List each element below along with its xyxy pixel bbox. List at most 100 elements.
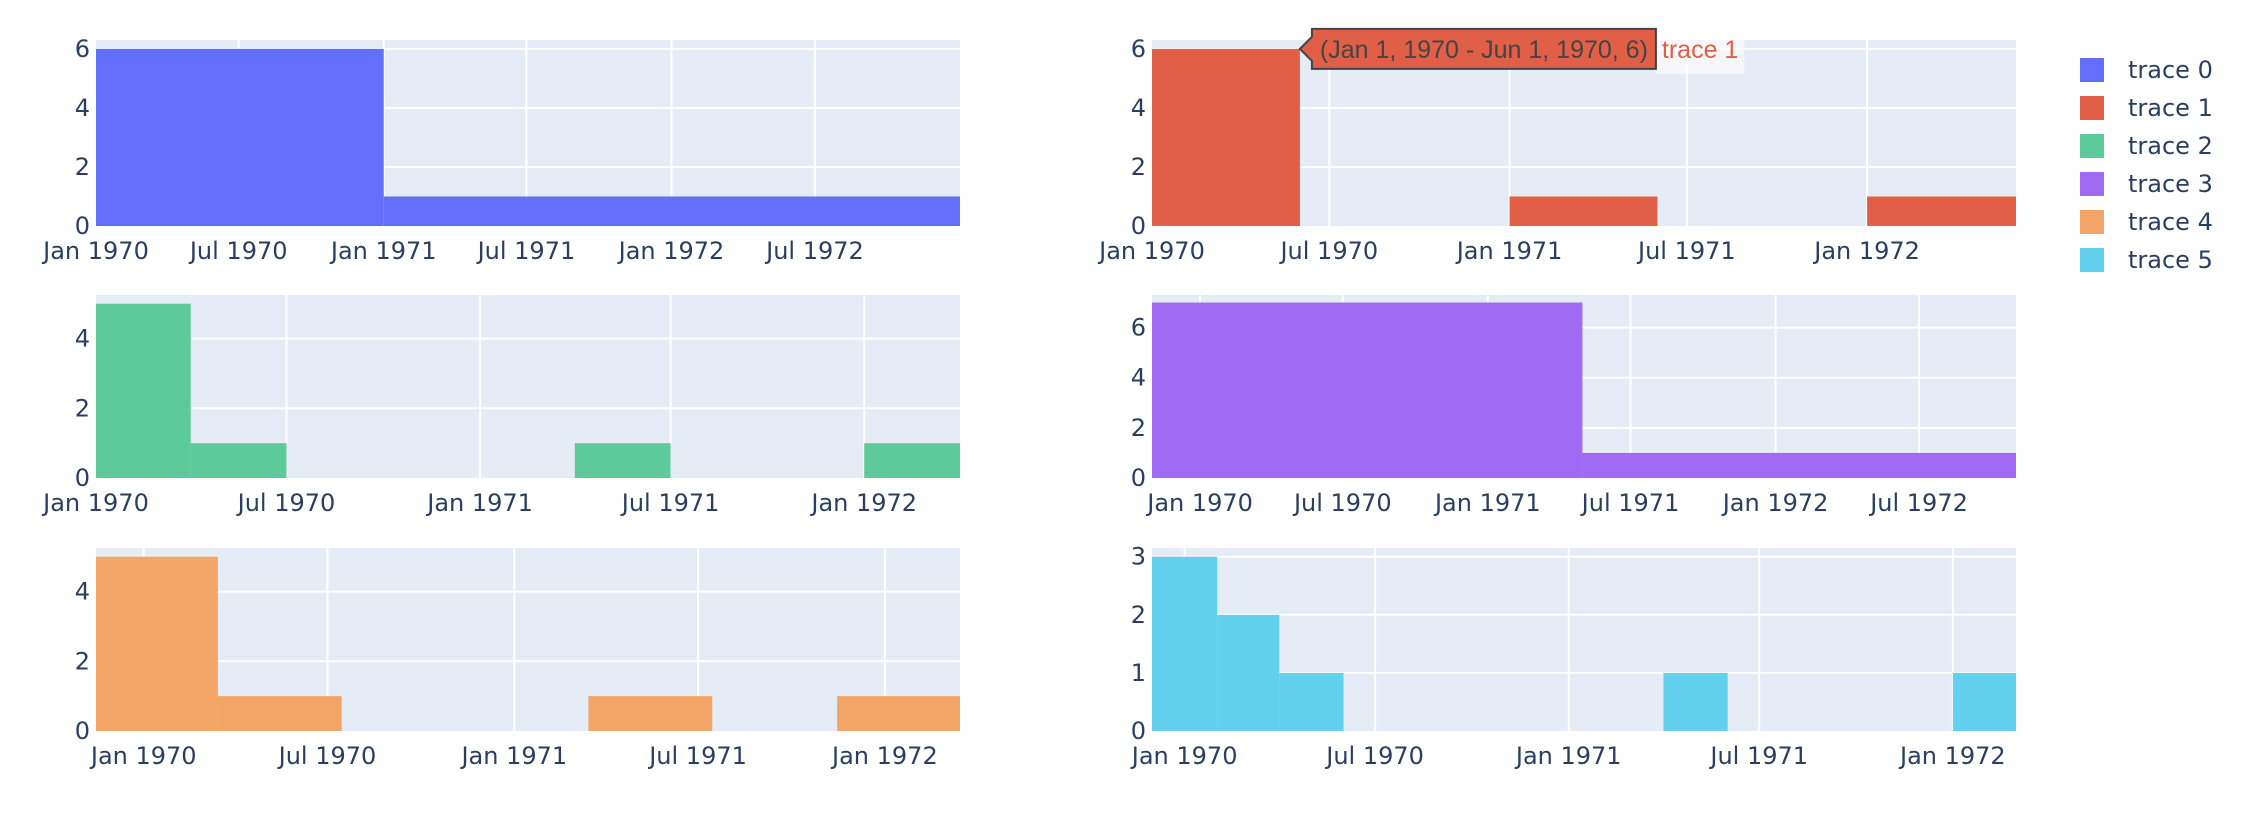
y-tick-label: 0 — [75, 717, 90, 745]
histogram-bar[interactable] — [1952, 672, 2016, 731]
x-tick-label: Jan 1971 — [1455, 237, 1563, 265]
x-tick-label: Jan 1970 — [41, 237, 149, 265]
y-tick-label: 6 — [75, 35, 90, 63]
x-tick-label: Jan 1970 — [1145, 489, 1253, 517]
y-tick-label: 2 — [75, 394, 90, 422]
legend-label: trace 2 — [2128, 132, 2213, 160]
y-tick-label: 0 — [1131, 212, 1146, 240]
histogram-bar[interactable] — [190, 443, 287, 478]
subplot-0: 0 2 4 6 Jan 1970 Jul 1970 Jan 1971 Jul 1971 Jan … — [41, 35, 961, 265]
y-tick-label: 4 — [1131, 364, 1146, 392]
subplot-5: 0 1 2 3 Jan 1970 Jul 1970 Jan 1971 Jul 1971 Jan … — [1130, 543, 2016, 770]
histogram-bar[interactable] — [1582, 452, 2016, 478]
x-tick-label: Jul 1972 — [1868, 489, 1968, 517]
y-tick-label: 2 — [1131, 601, 1146, 629]
subplot-2: 0 2 4 Jan 1970 Jul 1970 Jan 1971 Jul 1971 Jan 1… — [41, 295, 960, 517]
histogram-bar[interactable] — [588, 696, 713, 731]
x-tick-label: Jan 1972 — [830, 742, 938, 770]
histogram-bar[interactable] — [1152, 48, 1300, 226]
histogram-bar[interactable] — [96, 48, 384, 226]
legend-swatch — [2080, 210, 2104, 234]
x-tick-label: Jan 1971 — [459, 742, 567, 770]
histogram-bar[interactable] — [217, 696, 342, 731]
histogram-bar[interactable] — [864, 443, 960, 478]
x-tick-label: Jan 1970 — [1097, 237, 1205, 265]
y-tick-label: 2 — [75, 647, 90, 675]
y-tick-label: 2 — [1131, 153, 1146, 181]
histogram-bar[interactable] — [1509, 196, 1658, 226]
y-tick-label: 1 — [1131, 659, 1146, 687]
x-tick-label: Jan 1971 — [1433, 489, 1541, 517]
y-tick-label: 2 — [1131, 414, 1146, 442]
x-tick-label: Jul 1970 — [1278, 237, 1378, 265]
x-tick-label: Jan 1972 — [617, 237, 725, 265]
histogram-bar[interactable] — [1663, 672, 1728, 731]
histogram-bar[interactable] — [1867, 196, 2016, 226]
y-tick-label: 3 — [1131, 543, 1146, 571]
y-tick-label: 4 — [75, 325, 90, 353]
x-tick-label: Jul 1970 — [277, 742, 377, 770]
x-tick-label: Jan 1970 — [89, 742, 197, 770]
x-tick-label: Jan 1971 — [1514, 742, 1622, 770]
x-tick-label: Jan 1971 — [425, 489, 533, 517]
x-tick-label: Jul 1971 — [1708, 742, 1808, 770]
legend-label: trace 1 — [2128, 94, 2213, 122]
x-tick-label: Jul 1971 — [1580, 489, 1680, 517]
legend-item[interactable]: trace 4 — [2080, 208, 2213, 236]
legend-label: trace 5 — [2128, 246, 2213, 274]
y-tick-label: 0 — [1131, 464, 1146, 492]
hover-tooltip: (Jan 1, 1970 - Jun 1, 1970, 6) trace 1 — [1298, 23, 1745, 74]
y-tick-label: 6 — [1131, 314, 1146, 342]
legend: trace 0 trace 1 trace 2 trace 3 trace 4 trace… — [2080, 56, 2213, 274]
histogram-bar[interactable] — [837, 696, 960, 731]
legend-swatch — [2080, 134, 2104, 158]
x-tick-label: Jan 1972 — [809, 489, 917, 517]
legend-item[interactable]: trace 5 — [2080, 246, 2213, 274]
y-tick-label: 2 — [75, 153, 90, 181]
histogram-bar[interactable] — [383, 196, 961, 226]
histogram-bar[interactable] — [1152, 302, 1583, 478]
hover-label-box — [1298, 27, 1657, 70]
histogram-bar[interactable] — [1217, 614, 1280, 731]
histogram-bar[interactable] — [96, 556, 218, 731]
y-tick-label: 6 — [1131, 35, 1146, 63]
x-tick-label: Jul 1970 — [236, 489, 336, 517]
legend-item[interactable]: trace 2 — [2080, 132, 2213, 160]
subplot-4: 0 2 4 Jan 1970 Jul 1970 Jan 1971 Jul 1971 Jan 1… — [75, 548, 960, 770]
x-tick-label: Jul 1970 — [188, 237, 288, 265]
hover-label-text: (Jan 1, 1970 - Jun 1, 1970, 6) — [1320, 36, 1648, 64]
legend-label: trace 4 — [2128, 208, 2213, 236]
hover-name-background — [1655, 23, 1745, 74]
x-tick-label: Jan 1972 — [1721, 489, 1829, 517]
x-tick-label: Jul 1970 — [1292, 489, 1392, 517]
legend-swatch — [2080, 248, 2104, 272]
x-tick-label: Jan 1970 — [1130, 742, 1238, 770]
legend-swatch — [2080, 172, 2104, 196]
legend-item[interactable]: trace 0 — [2080, 56, 2213, 84]
legend-item[interactable]: trace 3 — [2080, 170, 2213, 198]
y-tick-label: 4 — [75, 94, 90, 122]
x-tick-label: Jul 1971 — [647, 742, 747, 770]
x-tick-label: Jan 1972 — [1898, 742, 2006, 770]
x-tick-label: Jul 1971 — [1636, 237, 1736, 265]
x-tick-label: Jul 1972 — [764, 237, 864, 265]
x-tick-label: Jan 1971 — [329, 237, 437, 265]
histogram-bar[interactable] — [1152, 556, 1218, 731]
x-tick-label: Jul 1971 — [476, 237, 576, 265]
legend-item[interactable]: trace 1 — [2080, 94, 2213, 122]
legend-swatch — [2080, 58, 2104, 82]
subplot-3: 0 2 4 6 Jan 1970 Jul 1970 Jan 1971 Jul 1971 Jan … — [1131, 295, 2016, 517]
y-tick-label: 0 — [75, 212, 90, 240]
histogram-bar[interactable] — [574, 443, 671, 478]
legend-label: trace 0 — [2128, 56, 2213, 84]
x-tick-label: Jan 1972 — [1812, 237, 1920, 265]
histogram-bar[interactable] — [96, 303, 191, 478]
histogram-bar[interactable] — [1279, 672, 1344, 731]
x-tick-label: Jan 1970 — [41, 489, 149, 517]
legend-swatch — [2080, 96, 2104, 120]
y-tick-label: 0 — [75, 464, 90, 492]
y-tick-label: 4 — [1131, 94, 1146, 122]
hover-trace-name: trace 1 — [1662, 36, 1738, 64]
legend-label: trace 3 — [2128, 170, 2213, 198]
